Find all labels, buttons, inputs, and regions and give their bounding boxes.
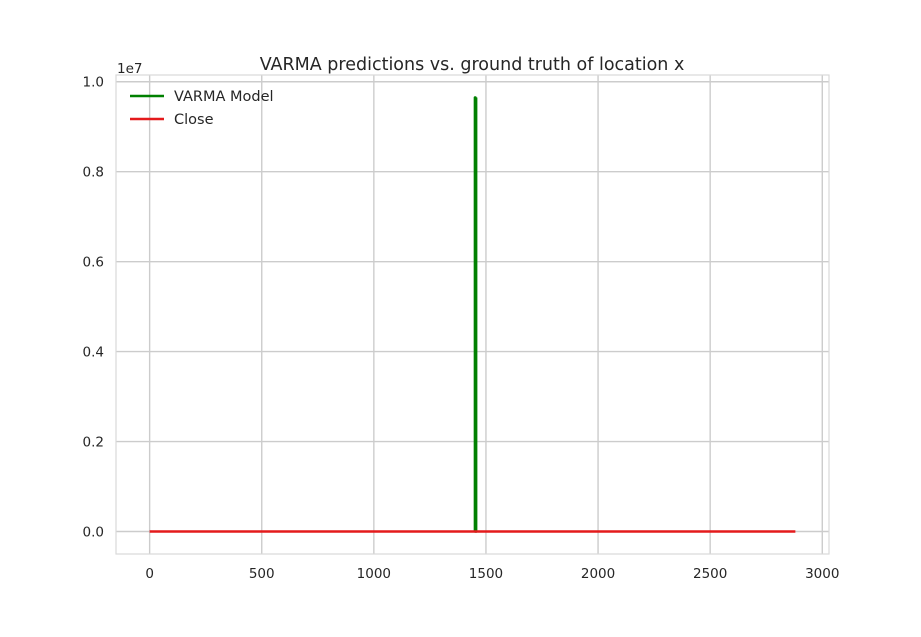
y-offset-label: 1e7 [117, 61, 142, 77]
x-tick-label: 1500 [469, 566, 503, 582]
tick-layer: 0 500 1000 1500 2000 2500 3000 0.0 0.2 0.4 0.6 0.8 1… [83, 75, 840, 582]
y-tick-label: 0.0 [83, 525, 104, 541]
x-tick-label: 500 [249, 566, 275, 582]
x-tick-label: 0 [145, 566, 154, 582]
x-tick-label: 3000 [805, 566, 839, 582]
legend-label: VARMA Model [174, 89, 274, 105]
x-tick-label: 1000 [357, 566, 391, 582]
legend: VARMA Model Close [130, 89, 274, 128]
y-tick-label: 0.4 [83, 345, 104, 361]
plot-frame [115, 74, 830, 555]
chart-title: VARMA predictions vs. ground truth of lo… [260, 55, 685, 75]
y-tick-label: 1.0 [83, 75, 104, 91]
legend-label: Close [174, 112, 214, 128]
x-tick-label: 2500 [693, 566, 727, 582]
y-tick-label: 0.2 [83, 435, 104, 451]
series-line-varma-model [473, 96, 478, 533]
y-tick-label: 0.8 [83, 165, 104, 181]
y-tick-label: 0.6 [83, 255, 104, 271]
x-tick-label: 2000 [581, 566, 615, 582]
series-layer [149, 96, 796, 533]
